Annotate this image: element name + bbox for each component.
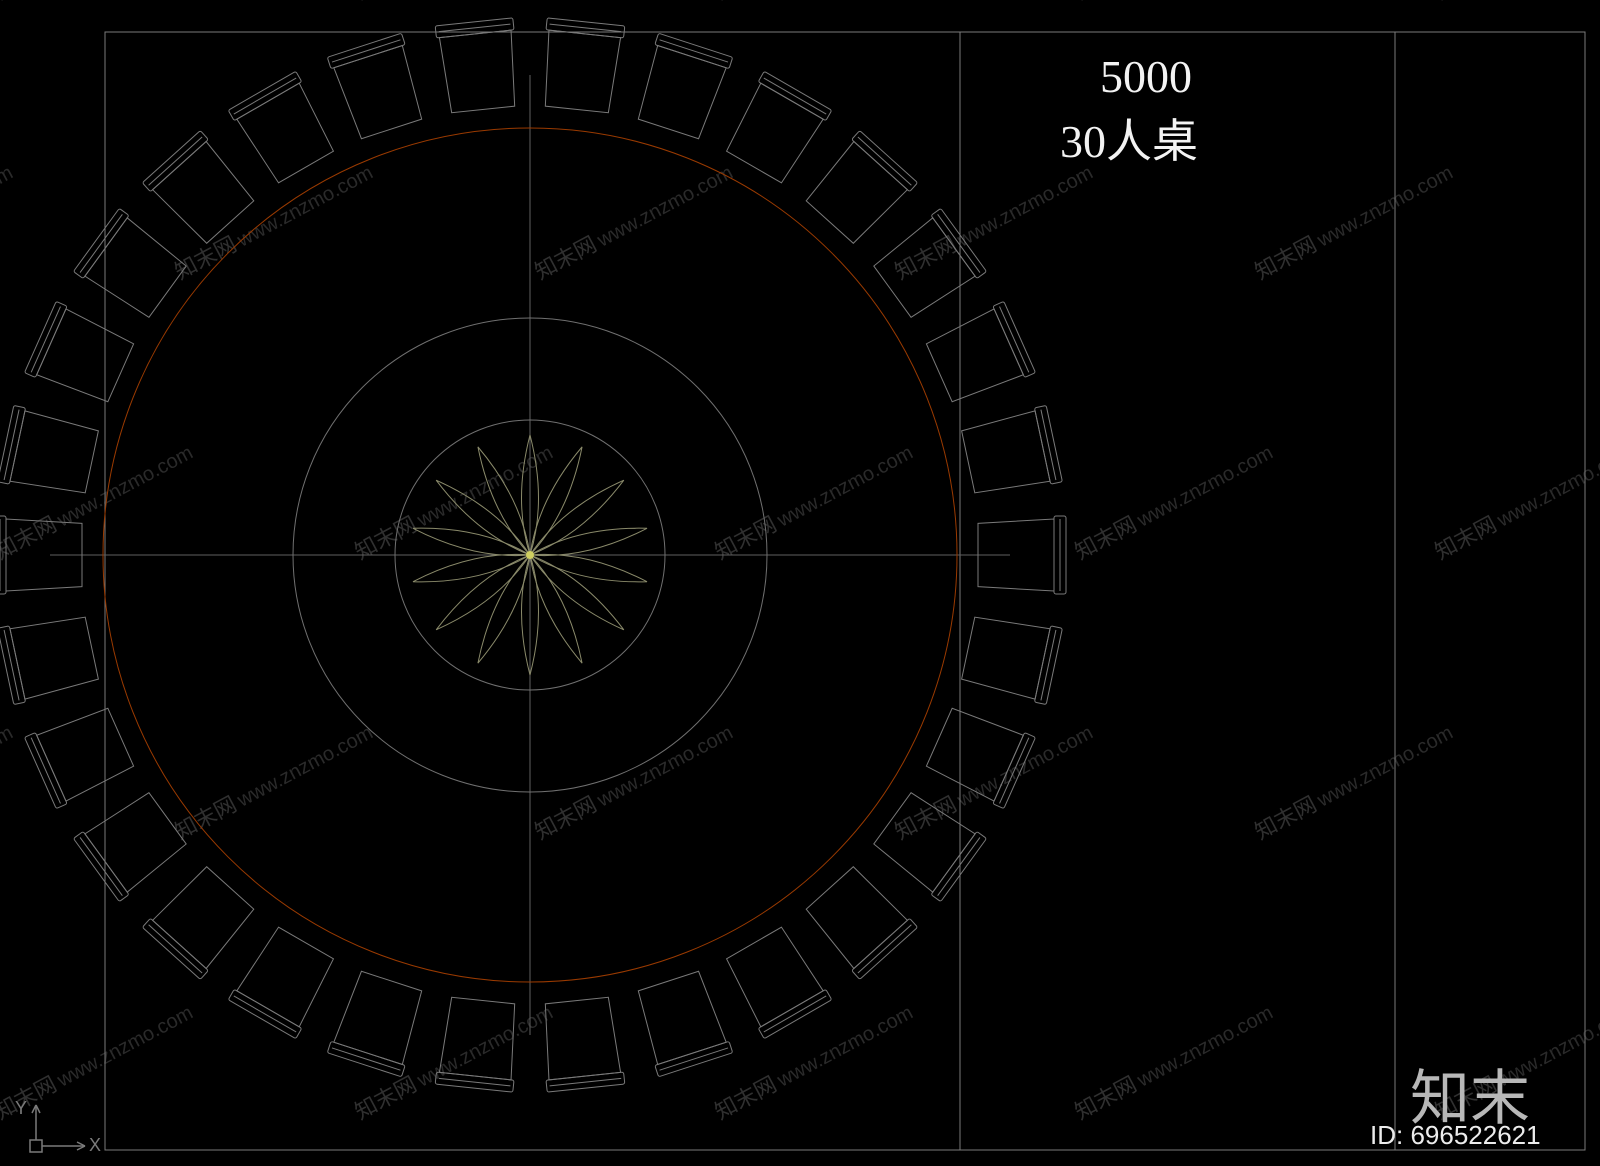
dimension-label: 5000 bbox=[1100, 50, 1192, 103]
drawing-svg: 知末网www.znzmo.com知末网www.znzmo.com知末网www.z… bbox=[0, 0, 1600, 1166]
svg-text:知末网: 知末网 bbox=[1251, 231, 1321, 284]
svg-text:www.znzmo.com: www.znzmo.com bbox=[593, 162, 737, 252]
chair bbox=[228, 923, 340, 1038]
chair bbox=[631, 969, 732, 1077]
chair bbox=[801, 862, 918, 980]
svg-text:知末网: 知末网 bbox=[1431, 511, 1501, 564]
svg-text:www.znzmo.com: www.znzmo.com bbox=[413, 1002, 557, 1092]
sub-value: 30人桌 bbox=[1060, 116, 1198, 167]
svg-text:知末网: 知末网 bbox=[1071, 0, 1141, 4]
svg-text:www.znzmo.com: www.znzmo.com bbox=[233, 162, 377, 252]
svg-text:www.znzmo.com: www.znzmo.com bbox=[233, 722, 377, 812]
chair bbox=[720, 71, 832, 186]
svg-text:知末网: 知末网 bbox=[351, 1071, 421, 1124]
svg-text:www.znzmo.com: www.znzmo.com bbox=[0, 162, 17, 252]
svg-text:www.znzmo.com: www.znzmo.com bbox=[1133, 1002, 1277, 1092]
chair bbox=[801, 131, 918, 249]
svg-text:www.znzmo.com: www.znzmo.com bbox=[593, 722, 737, 812]
svg-text:www.znzmo.com: www.znzmo.com bbox=[1493, 442, 1600, 532]
chair bbox=[142, 862, 259, 980]
svg-text:www.znzmo.com: www.znzmo.com bbox=[773, 442, 917, 532]
chair bbox=[24, 301, 136, 408]
svg-text:知末网: 知末网 bbox=[0, 0, 61, 4]
svg-text:知末网: 知末网 bbox=[711, 511, 781, 564]
svg-text:www.znzmo.com: www.znzmo.com bbox=[1313, 162, 1457, 252]
svg-text:知末网: 知末网 bbox=[711, 1071, 781, 1124]
svg-text:www.znzmo.com: www.znzmo.com bbox=[953, 162, 1097, 252]
sub-label: 30人桌 bbox=[1060, 105, 1198, 171]
svg-text:www.znzmo.com: www.znzmo.com bbox=[773, 1002, 917, 1092]
svg-text:知末网: 知末网 bbox=[891, 231, 961, 284]
svg-text:Y: Y bbox=[15, 1100, 27, 1118]
svg-text:X: X bbox=[89, 1135, 101, 1155]
dimension-value: 5000 bbox=[1100, 51, 1192, 102]
chair bbox=[0, 405, 100, 500]
svg-text:知末网: 知末网 bbox=[1071, 511, 1141, 564]
ucs-icon: XY bbox=[15, 1100, 105, 1166]
chair bbox=[327, 969, 428, 1077]
id-text: ID: 696522621 bbox=[1370, 1120, 1541, 1150]
chair bbox=[923, 301, 1035, 408]
svg-text:www.znzmo.com: www.znzmo.com bbox=[53, 1002, 197, 1092]
svg-text:www.znzmo.com: www.znzmo.com bbox=[0, 722, 17, 812]
svg-text:知末网: 知末网 bbox=[1251, 791, 1321, 844]
svg-text:www.znzmo.com: www.znzmo.com bbox=[53, 442, 197, 532]
svg-text:知末网: 知末网 bbox=[711, 0, 781, 4]
chair bbox=[631, 33, 732, 141]
svg-text:知末网: 知末网 bbox=[171, 231, 241, 284]
cad-canvas: 知末网www.znzmo.com知末网www.znzmo.com知末网www.z… bbox=[0, 0, 1600, 1166]
chair bbox=[24, 702, 136, 809]
chair bbox=[228, 71, 340, 186]
chair bbox=[327, 33, 428, 141]
chair bbox=[720, 923, 832, 1038]
chair bbox=[0, 610, 100, 705]
chair bbox=[960, 610, 1062, 705]
svg-text:知末网: 知末网 bbox=[1071, 1071, 1141, 1124]
svg-text:知末网: 知末网 bbox=[1431, 0, 1501, 4]
chair bbox=[73, 787, 190, 902]
svg-text:www.znzmo.com: www.znzmo.com bbox=[953, 722, 1097, 812]
svg-text:知末网: 知末网 bbox=[351, 0, 421, 4]
svg-text:知末网: 知末网 bbox=[351, 511, 421, 564]
resource-id: ID: 696522621 bbox=[1370, 1120, 1541, 1151]
svg-text:知末网: 知末网 bbox=[531, 791, 601, 844]
chair bbox=[960, 405, 1062, 500]
svg-text:www.znzmo.com: www.znzmo.com bbox=[1133, 442, 1277, 532]
svg-text:www.znzmo.com: www.znzmo.com bbox=[1313, 722, 1457, 812]
svg-text:知末网: 知末网 bbox=[531, 231, 601, 284]
